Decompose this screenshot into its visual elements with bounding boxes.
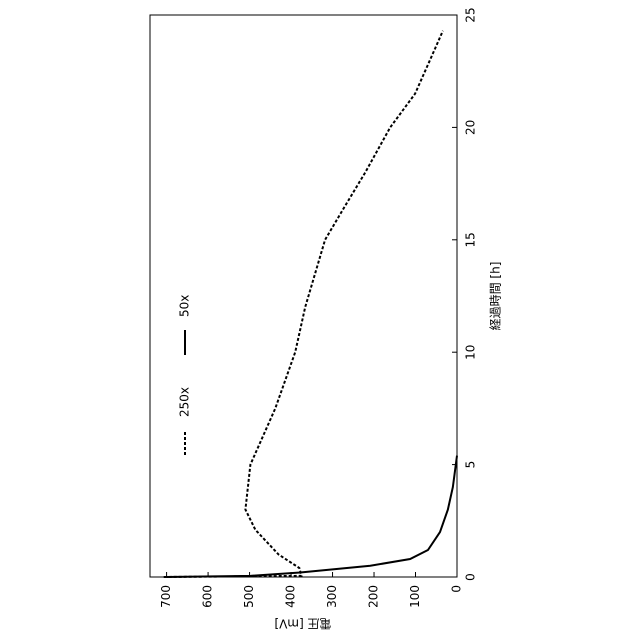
x-tick-label: 15 [464, 232, 478, 247]
x-tick-label: 0 [464, 573, 478, 581]
legend-label: 250x [178, 387, 192, 417]
series-line [167, 456, 457, 577]
y-tick-label: 100 [408, 585, 422, 608]
y-tick-label: 0 [450, 585, 464, 593]
x-tick-label: 10 [464, 345, 478, 360]
y-tick-label: 600 [201, 585, 215, 608]
x-tick-label: 20 [464, 120, 478, 135]
y-tick-label: 300 [325, 585, 339, 608]
rotated-plot: 経過時間 [h] 電圧 [mV] 0 5 10 15 20 25 0 100 200 300 400… [150, 7, 503, 630]
series-line [164, 31, 443, 577]
y-tick-label: 500 [242, 585, 256, 608]
x-axis-title: 経過時間 [h] [489, 262, 503, 331]
x-tick-label: 5 [464, 461, 478, 469]
x-tick-label: 25 [464, 7, 478, 22]
y-tick-label: 200 [367, 585, 381, 608]
legend-label: 50x [178, 295, 192, 317]
y-tick-label: 400 [284, 585, 298, 608]
y-tick-label: 700 [159, 585, 173, 608]
plot-frame [150, 15, 457, 577]
chart: 経過時間 [h] 電圧 [mV] 0 5 10 15 20 25 0 100 200 300 400… [0, 0, 640, 640]
y-axis-title: 電圧 [mV] [274, 617, 331, 631]
